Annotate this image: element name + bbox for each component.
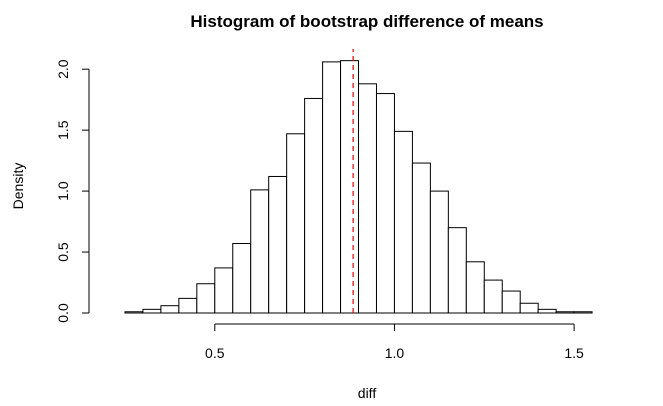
x-axis-label: diff [358, 385, 377, 401]
y-tick-label: 0.0 [55, 303, 71, 323]
histogram-bar [322, 61, 342, 314]
y-axis: 0.0 0.5 1.0 1.5 2.0 [55, 59, 90, 323]
histogram-bar [393, 130, 413, 314]
y-tick-label: 1.5 [55, 120, 71, 140]
histogram-bar [555, 311, 575, 314]
histogram-bar [573, 311, 593, 314]
histogram-bar [160, 305, 180, 314]
histogram-bar [178, 297, 198, 314]
x-tick-label: 0.5 [205, 345, 225, 361]
histogram-bar [142, 308, 162, 314]
x-axis: 0.5 1.0 1.5 [205, 323, 584, 361]
histogram-bar [250, 189, 270, 314]
histogram-bar [268, 175, 288, 314]
histogram-bar [447, 227, 467, 314]
histogram-bar [465, 261, 485, 314]
histogram-bar [429, 190, 449, 314]
histogram-bar [214, 267, 234, 314]
x-tick-label: 1.0 [385, 345, 405, 361]
histogram-bar [340, 60, 360, 314]
histogram-bar [286, 133, 306, 314]
histogram-bar [501, 290, 521, 314]
histogram-bar [124, 311, 144, 314]
y-tick-label: 2.0 [55, 59, 71, 79]
x-tick-label: 1.5 [564, 345, 584, 361]
y-tick-label: 1.0 [55, 181, 71, 201]
histogram-bars [124, 60, 593, 314]
histogram-bar [537, 308, 557, 314]
y-tick-label: 0.5 [55, 242, 71, 262]
y-axis-label: Density [10, 163, 26, 210]
histogram-bar [196, 283, 216, 314]
histogram-bar [304, 97, 324, 314]
histogram-bar [358, 83, 377, 314]
histogram-bar [519, 302, 539, 314]
chart-title: Histogram of bootstrap difference of mea… [190, 12, 543, 31]
histogram-bar [411, 162, 431, 314]
histogram-bar [232, 243, 252, 314]
histogram-bar [375, 93, 395, 314]
histogram-bar [483, 279, 503, 314]
